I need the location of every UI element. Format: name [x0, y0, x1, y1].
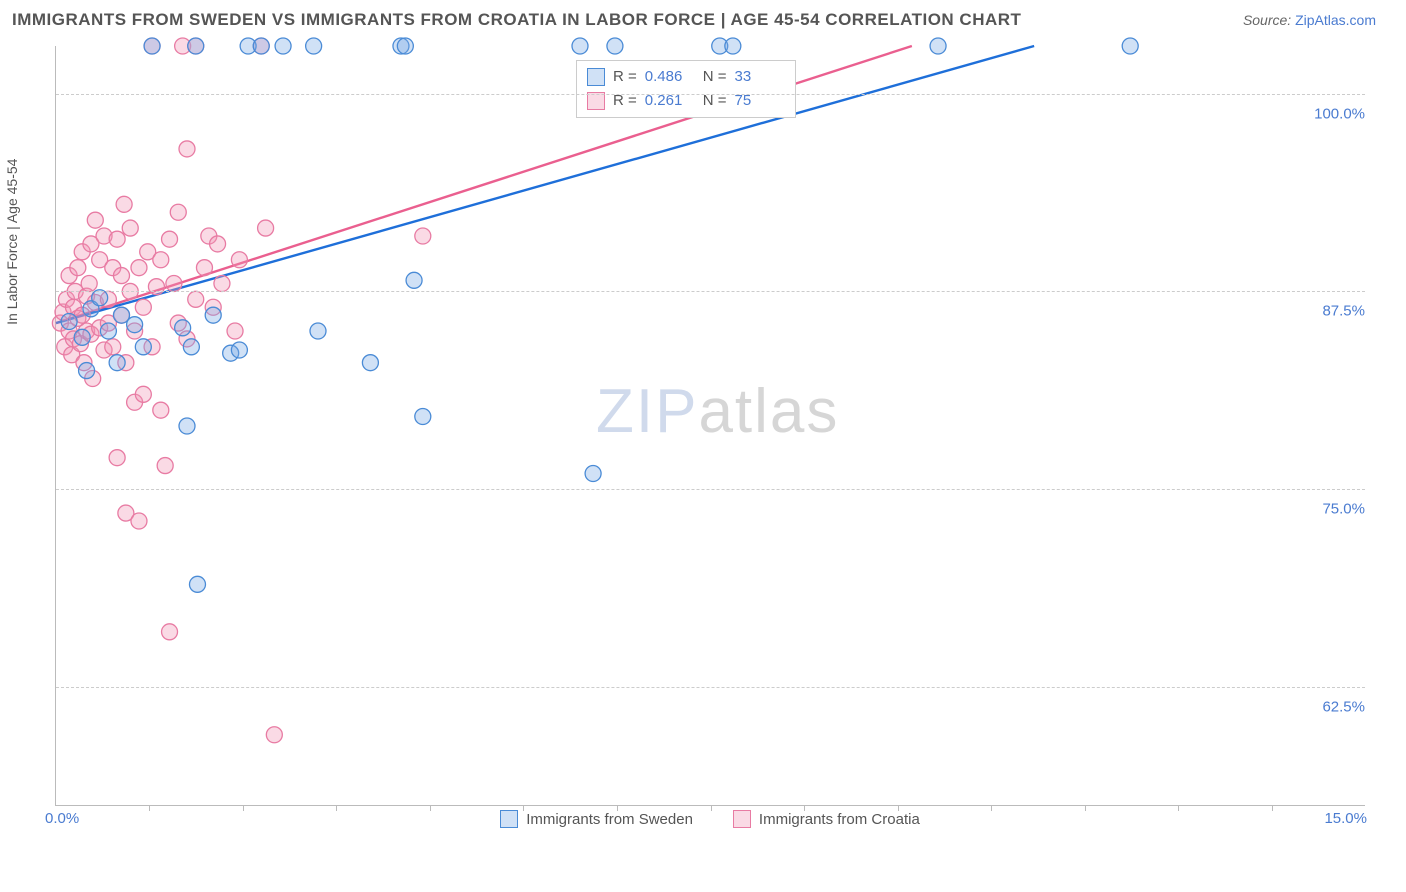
- gridline-h: [56, 489, 1365, 490]
- data-point: [310, 323, 326, 339]
- data-point: [253, 38, 269, 54]
- x-axis-labels: 0.0% Immigrants from SwedenImmigrants fr…: [55, 810, 1365, 840]
- data-point: [135, 386, 151, 402]
- data-point: [144, 38, 160, 54]
- legend-label: Immigrants from Sweden: [526, 811, 693, 828]
- data-point: [157, 458, 173, 474]
- data-point: [231, 252, 247, 268]
- source-attribution: Source: ZipAtlas.com: [1243, 12, 1376, 28]
- legend-swatch: [500, 810, 518, 828]
- gridline-h: [56, 291, 1365, 292]
- trend-line: [56, 46, 1034, 323]
- data-point: [930, 38, 946, 54]
- data-point: [162, 231, 178, 247]
- data-point: [122, 220, 138, 236]
- data-point: [415, 409, 431, 425]
- legend-swatch: [587, 92, 605, 110]
- data-point: [585, 466, 601, 482]
- data-point: [306, 38, 322, 54]
- data-point: [100, 323, 116, 339]
- data-point: [109, 450, 125, 466]
- chart-title: IMMIGRANTS FROM SWEDEN VS IMMIGRANTS FRO…: [12, 10, 1021, 30]
- data-point: [79, 363, 95, 379]
- data-point: [266, 727, 282, 743]
- plot-area: ZIPatlas R =0.486N =33R =0.261N =75 62.5…: [55, 46, 1365, 806]
- gridline-h: [56, 94, 1365, 95]
- data-point: [189, 576, 205, 592]
- data-point: [188, 291, 204, 307]
- data-point: [162, 624, 178, 640]
- legend-item: Immigrants from Sweden: [500, 810, 693, 828]
- data-point: [607, 38, 623, 54]
- stats-row: R = 0.486 N = 33: [587, 65, 785, 89]
- r-label: R =: [613, 65, 637, 89]
- legend-item: Immigrants from Croatia: [733, 810, 920, 828]
- data-point: [275, 38, 291, 54]
- data-point: [81, 276, 97, 292]
- data-point: [397, 38, 413, 54]
- data-point: [131, 260, 147, 276]
- legend-swatch: [733, 810, 751, 828]
- data-point: [362, 355, 378, 371]
- data-point: [196, 260, 212, 276]
- data-point: [183, 339, 199, 355]
- x-tick-max: 15.0%: [1324, 810, 1367, 827]
- source-prefix: Source:: [1243, 12, 1295, 28]
- source-link[interactable]: ZipAtlas.com: [1295, 12, 1376, 28]
- data-point: [205, 307, 221, 323]
- correlation-stats-box: R =0.486N =33R =0.261N =75: [576, 60, 796, 118]
- data-point: [114, 268, 130, 284]
- y-tick-label: 75.0%: [1320, 501, 1367, 518]
- data-point: [170, 204, 186, 220]
- data-point: [70, 260, 86, 276]
- data-point: [74, 329, 90, 345]
- data-point: [175, 320, 191, 336]
- legend-swatch: [587, 68, 605, 86]
- data-point: [105, 339, 121, 355]
- n-value: 33: [735, 65, 785, 89]
- data-point: [153, 252, 169, 268]
- data-point: [135, 339, 151, 355]
- data-point: [153, 402, 169, 418]
- data-point: [188, 38, 204, 54]
- y-axis-label: In Labor Force | Age 45-54: [4, 159, 20, 325]
- data-point: [116, 196, 132, 212]
- data-point: [179, 418, 195, 434]
- data-point: [406, 272, 422, 288]
- data-point: [231, 342, 247, 358]
- data-point: [210, 236, 226, 252]
- chart-header: IMMIGRANTS FROM SWEDEN VS IMMIGRANTS FRO…: [0, 0, 1406, 36]
- y-tick-label: 100.0%: [1312, 105, 1367, 122]
- data-point: [227, 323, 243, 339]
- data-point: [166, 276, 182, 292]
- y-tick-label: 62.5%: [1320, 699, 1367, 716]
- data-point: [572, 38, 588, 54]
- gridline-h: [56, 687, 1365, 688]
- data-point: [1122, 38, 1138, 54]
- legend-label: Immigrants from Croatia: [759, 811, 920, 828]
- data-point: [131, 513, 147, 529]
- y-tick-label: 87.5%: [1320, 303, 1367, 320]
- data-point: [258, 220, 274, 236]
- data-point: [109, 355, 125, 371]
- data-point: [415, 228, 431, 244]
- scatter-plot-svg: [56, 46, 1365, 805]
- n-label: N =: [703, 65, 727, 89]
- data-point: [135, 299, 151, 315]
- data-point: [109, 231, 125, 247]
- data-point: [214, 276, 230, 292]
- data-point: [179, 141, 195, 157]
- data-point: [127, 317, 143, 333]
- data-point: [87, 212, 103, 228]
- data-point: [61, 314, 77, 330]
- bottom-legend: Immigrants from Sweden Immigrants from Cr…: [55, 810, 1365, 828]
- r-value: 0.486: [645, 65, 695, 89]
- data-point: [725, 38, 741, 54]
